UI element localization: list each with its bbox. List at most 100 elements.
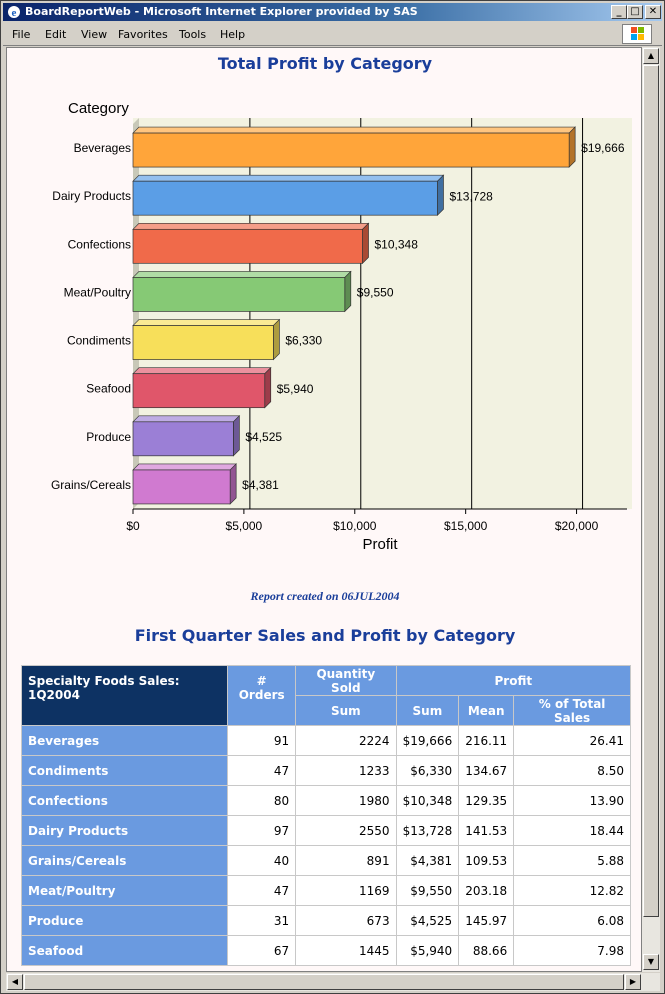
row-category: Grains/Cereals	[20, 845, 229, 876]
cell-profit-pct: 6.08	[513, 905, 631, 936]
category-tick-label: Confections	[68, 237, 131, 251]
plot-side-wall	[133, 118, 139, 509]
bar-top	[132, 319, 281, 326]
x-tick-label: $15,000	[444, 519, 488, 533]
menu-help[interactable]: Help	[220, 28, 246, 41]
sales-profit-table: Specialty Foods Sales: 1Q2004 # Orders Q…	[20, 665, 632, 966]
bar-value-label: $5,940	[277, 382, 314, 396]
bar-value-label: $6,330	[285, 334, 322, 348]
cell-qty: 891	[295, 845, 397, 876]
report-created-note: Report created on 06JUL2004	[250, 589, 400, 603]
category-tick-label: Grains/Cereals	[51, 478, 131, 492]
cell-orders: 40	[227, 845, 297, 876]
header-orders: # Orders	[227, 665, 297, 726]
table-row: Produce 31 673 $4,525 145.97 6.08	[20, 905, 631, 936]
bar-value-label: $4,381	[242, 478, 279, 492]
cell-profit-sum: $10,348	[395, 785, 460, 816]
table-row: Condiments 47 1233 $6,330 134.67 8.50	[20, 755, 631, 786]
scroll-right-icon[interactable]: ▶	[625, 974, 641, 990]
table-row: Grains/Cereals 40 891 $4,381 109.53 5.88	[20, 845, 631, 876]
header-quantity-sold: Quantity Sold	[295, 665, 397, 696]
cell-profit-mean: 216.11	[458, 725, 515, 756]
cell-profit-sum: $4,525	[395, 905, 460, 936]
category-tick-label: Dairy Products	[52, 189, 131, 203]
scroll-down-icon[interactable]: ▼	[643, 954, 659, 970]
row-category: Condiments	[20, 755, 229, 786]
table-row: Meat/Poultry 47 1169 $9,550 203.18 12.82	[20, 875, 631, 906]
bar-top	[132, 174, 445, 182]
page-content: Total Profit by Category $19,666 Beverage…	[6, 47, 642, 972]
cell-qty: 1980	[295, 785, 397, 816]
cell-orders: 91	[227, 725, 297, 756]
menu-edit[interactable]: Edit	[45, 28, 67, 41]
table-row: Confections 80 1980 $10,348 129.35 13.90	[20, 785, 631, 816]
horizontal-scroll-thumb[interactable]	[24, 974, 624, 990]
scroll-up-icon[interactable]: ▲	[643, 48, 659, 64]
header-profit-sum: Sum	[395, 695, 460, 726]
ie-icon: e	[8, 6, 20, 19]
category-tick-label: Condiments	[67, 334, 131, 348]
menu-file[interactable]: File	[12, 28, 31, 41]
table-corner-title: Specialty Foods Sales: 1Q2004	[20, 665, 229, 726]
horizontal-scrollbar[interactable]: ◀ ▶	[6, 973, 660, 991]
menu-favorites[interactable]: Favorites	[118, 28, 168, 41]
header-qty-sum: Sum	[295, 695, 397, 726]
cell-profit-pct: 26.41	[513, 725, 631, 756]
bar-end	[568, 126, 576, 168]
x-tick-label: $20,000	[555, 519, 599, 533]
x-axis-label: Profit	[362, 536, 398, 553]
cell-profit-pct: 13.90	[513, 785, 631, 816]
bar-end	[229, 463, 237, 505]
bar	[132, 373, 266, 409]
cell-profit-mean: 129.35	[458, 785, 515, 816]
header-profit: Profit	[395, 665, 632, 696]
cell-orders: 80	[227, 785, 297, 816]
bar	[132, 277, 346, 312]
menu-view[interactable]: View	[81, 28, 108, 41]
cell-qty: 1445	[295, 935, 397, 966]
cell-qty: 673	[295, 905, 397, 936]
bar-value-label: $9,550	[357, 286, 394, 300]
vertical-scroll-thumb[interactable]	[643, 65, 659, 917]
bar-top	[132, 222, 370, 230]
cell-profit-pct: 8.50	[513, 755, 631, 786]
cell-profit-sum: $6,330	[395, 755, 460, 786]
bar-top	[132, 271, 352, 278]
title-bar[interactable]: e BoardReportWeb - Microsoft Internet Ex…	[3, 3, 662, 21]
cell-profit-sum: $9,550	[395, 875, 460, 906]
cell-profit-pct: 5.88	[513, 845, 631, 876]
cell-profit-mean: 134.67	[458, 755, 515, 786]
bar	[132, 180, 438, 216]
category-tick-label: Seafood	[86, 382, 131, 396]
bar-value-label: $10,348	[374, 237, 418, 251]
chart-title: Total Profit by Category	[217, 54, 433, 73]
cell-profit-mean: 109.53	[458, 845, 515, 876]
cell-orders: 47	[227, 875, 297, 906]
cell-profit-mean: 203.18	[458, 875, 515, 906]
category-tick-label: Meat/Poultry	[64, 285, 131, 299]
scroll-left-icon[interactable]: ◀	[7, 974, 23, 990]
minimize-button[interactable]: _	[611, 5, 627, 19]
cell-profit-pct: 7.98	[513, 935, 631, 966]
cell-orders: 67	[227, 935, 297, 966]
vertical-scrollbar[interactable]: ▲ ▼	[642, 47, 660, 972]
table-row: Dairy Products 97 2550 $13,728 141.53 18…	[20, 815, 631, 846]
cell-profit-pct: 12.82	[513, 875, 631, 906]
header-profit-mean: Mean	[458, 695, 515, 726]
cell-profit-sum: $13,728	[395, 815, 460, 846]
close-button[interactable]: ✕	[645, 5, 661, 19]
row-category: Meat/Poultry	[20, 875, 229, 906]
cell-profit-mean: 88.66	[458, 935, 515, 966]
table-row: Seafood 67 1445 $5,940 88.66 7.98	[20, 935, 631, 966]
menu-tools[interactable]: Tools	[179, 28, 207, 41]
bar-end	[437, 174, 444, 217]
cell-qty: 1169	[295, 875, 397, 906]
maximize-button[interactable]: □	[627, 5, 643, 19]
bar-value-label: $13,728	[449, 189, 493, 203]
bar-end	[362, 222, 369, 265]
row-category: Beverages	[20, 725, 229, 756]
menu-bar: File Edit View Favorites Tools Help	[3, 23, 662, 46]
cell-qty: 1233	[295, 755, 397, 786]
bar-end	[264, 366, 272, 409]
